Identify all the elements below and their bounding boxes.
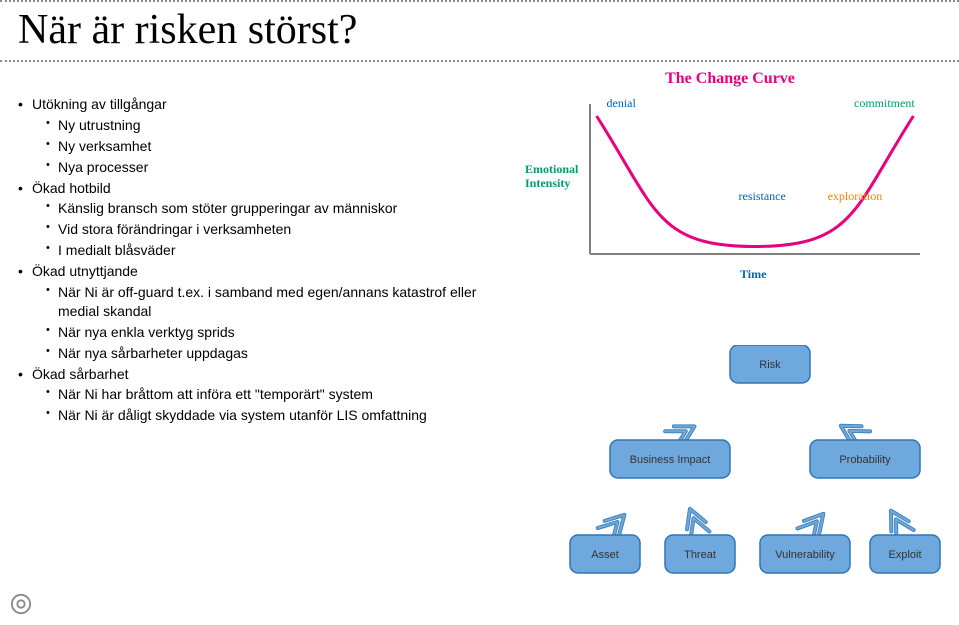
sub-bullet-item: När nya sårbarheter uppdagas: [46, 344, 498, 363]
svg-text:Asset: Asset: [591, 549, 619, 561]
svg-text:Risk: Risk: [759, 359, 781, 371]
svg-text:Vulnerability: Vulnerability: [775, 549, 835, 561]
sub-bullet-item: Vid stora förändringar i verksamheten: [46, 220, 498, 239]
sub-bullet-item: När Ni är off-guard t.ex. i samband med …: [46, 283, 498, 321]
page-title: När är risken störst?: [0, 2, 959, 60]
sub-bullet-item: Ny utrustning: [46, 116, 498, 135]
logo-icon: [10, 593, 32, 615]
bullet-list: Utökning av tillgångar Ny utrustning Ny ve…: [18, 95, 498, 425]
sub-bullet-item: När Ni är dåligt skyddade via system uta…: [46, 406, 498, 425]
sub-bullet-list: Ny utrustning Ny verksamhet Nya processer: [32, 116, 498, 177]
sub-bullet-list: Känslig bransch som stöter grupperingar …: [32, 199, 498, 260]
sub-bullet-item: Ny verksamhet: [46, 137, 498, 156]
bullet-item: Ökad sårbarhet När Ni har bråttom att inf…: [18, 365, 498, 426]
divider-under-title: [0, 60, 959, 62]
change-curve-svg: EmotionalIntensity Time denial resistance ex…: [520, 94, 940, 284]
sub-bullet-list: När Ni är off-guard t.ex. i samband med …: [32, 283, 498, 363]
svg-text:Exploit: Exploit: [888, 549, 921, 561]
bullet-item: Ökad utnyttjande När Ni är off-guard t.ex…: [18, 262, 498, 362]
svg-text:Business Impact: Business Impact: [630, 454, 711, 466]
sub-bullet-item: Känslig bransch som stöter grupperingar …: [46, 199, 498, 218]
bullet-content: Utökning av tillgångar Ny utrustning Ny ve…: [18, 95, 498, 439]
bullet-text: Ökad hotbild: [32, 180, 111, 196]
svg-text:Time: Time: [740, 267, 767, 281]
sub-bullet-list: När Ni har bråttom att införa ett "tempo…: [32, 385, 498, 425]
bullet-text: Ökad sårbarhet: [32, 366, 129, 382]
sub-bullet-item: Nya processer: [46, 158, 498, 177]
svg-text:resistance: resistance: [739, 189, 786, 203]
sub-bullet-item: I medialt blåsväder: [46, 241, 498, 260]
bullet-text: Utökning av tillgångar: [32, 96, 167, 112]
bullet-item: Ökad hotbild Känslig bransch som stöter g…: [18, 179, 498, 261]
svg-text:denial: denial: [607, 96, 637, 110]
change-curve-chart: The Change Curve EmotionalIntensity Time d…: [520, 70, 940, 290]
sub-bullet-item: När nya enkla verktyg sprids: [46, 323, 498, 342]
svg-text:Intensity: Intensity: [525, 176, 570, 190]
bullet-item: Utökning av tillgångar Ny utrustning Ny ve…: [18, 95, 498, 177]
chart-title: The Change Curve: [520, 70, 940, 88]
svg-text:commitment: commitment: [854, 96, 915, 110]
sub-bullet-item: När Ni har bråttom att införa ett "tempo…: [46, 385, 498, 404]
risk-tree-svg: Risk Business Impact Probability Asset Threa…: [555, 345, 945, 585]
svg-text:Emotional: Emotional: [525, 162, 579, 176]
risk-tree-diagram: Risk Business Impact Probability Asset Threa…: [555, 345, 945, 595]
svg-text:Threat: Threat: [684, 549, 716, 561]
svg-text:exploration: exploration: [828, 189, 883, 203]
svg-text:Probability: Probability: [839, 454, 891, 466]
slide: När är risken störst? Utökning av tillgå…: [0, 0, 959, 625]
bullet-text: Ökad utnyttjande: [32, 263, 138, 279]
